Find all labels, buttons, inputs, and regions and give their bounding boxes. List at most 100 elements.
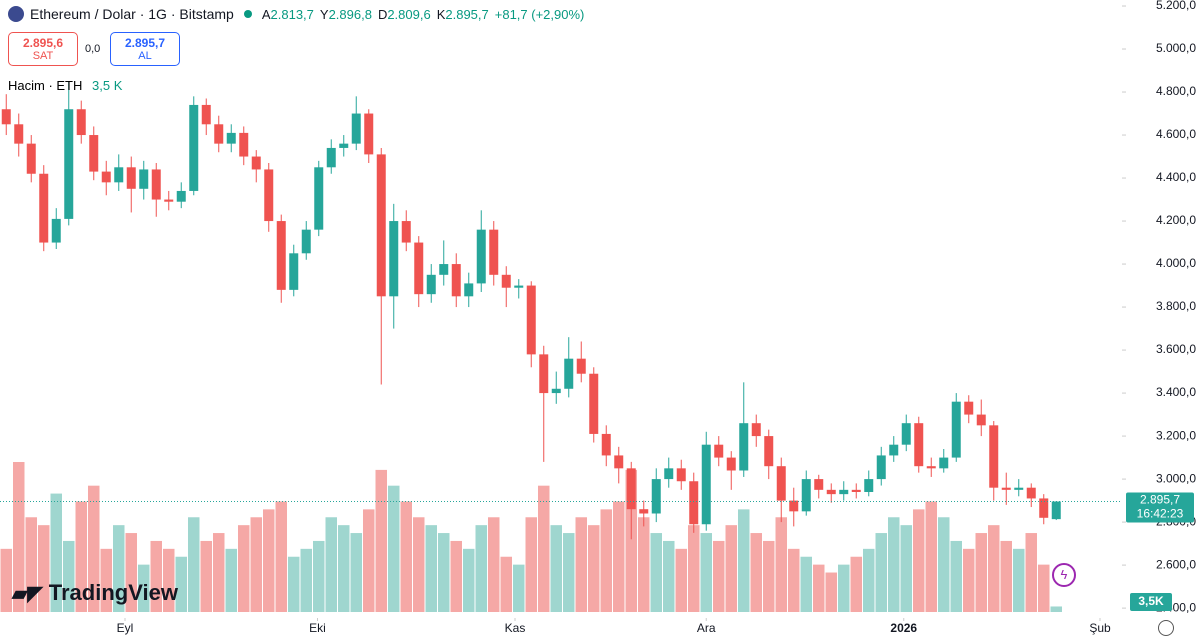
x-tick-label: Şub <box>1089 621 1111 635</box>
sell-label: SAT <box>32 50 54 62</box>
volume-bar <box>725 525 737 612</box>
volume-bar <box>538 485 550 612</box>
volume-bar <box>888 517 900 612</box>
ohlc-key: D <box>377 6 388 22</box>
volume-bar <box>1050 606 1062 612</box>
volume-bar <box>413 517 425 612</box>
candle-body <box>514 285 524 288</box>
buy-price: 2.895,7 <box>124 36 166 50</box>
candle-body <box>451 264 461 297</box>
volume-bar <box>1038 564 1050 612</box>
candle-body <box>401 221 411 243</box>
candle-body <box>326 147 336 168</box>
volume-legend: Hacim · ETH 3,5 K <box>8 78 122 93</box>
candle-body <box>289 253 299 290</box>
candle-body <box>376 154 386 297</box>
candle-body <box>851 489 861 492</box>
candle-body <box>239 132 249 157</box>
y-tick-label: 3.800,0 <box>1156 299 1196 313</box>
candle-body <box>701 444 711 525</box>
candle-body <box>476 229 486 284</box>
candle-body <box>776 466 786 501</box>
volume-bar <box>1025 533 1037 612</box>
volume-bar <box>988 525 1000 612</box>
y-tick-label: 4.200,0 <box>1156 213 1196 227</box>
volume-bar <box>700 533 712 612</box>
candle-body <box>901 423 911 445</box>
volume-bar <box>613 501 625 612</box>
settings-icon[interactable] <box>1158 620 1174 636</box>
candle-body <box>126 167 136 189</box>
candle-body <box>114 167 124 183</box>
volume-bar <box>825 572 837 612</box>
volume-bar <box>325 517 337 612</box>
volume-bar <box>150 540 162 612</box>
volume-bar <box>575 517 587 612</box>
candle-body <box>301 229 311 254</box>
volume-bar <box>963 548 975 612</box>
y-tick-label: 4.600,0 <box>1156 127 1196 141</box>
ohlc-key: Y <box>319 6 329 22</box>
y-tick-label: 5.200,0 <box>1156 0 1196 12</box>
volume-legend-value: 3,5 K <box>92 78 123 93</box>
volume-bar <box>625 469 637 612</box>
symbol-title[interactable]: Ethereum / Dolar · 1G · Bitstamp <box>30 6 234 22</box>
volume-bar <box>250 517 262 612</box>
y-tick-label: 5.000,0 <box>1156 41 1196 55</box>
volume-bar <box>750 533 762 612</box>
candle-body <box>651 479 661 514</box>
candle-body <box>826 489 836 495</box>
volume-bar <box>850 556 862 612</box>
candle-body <box>814 479 824 490</box>
candle-body <box>726 457 736 471</box>
logo: ▰◤ TradingView <box>12 580 178 606</box>
volume-bar <box>375 469 387 612</box>
ohlc-value: 2.895,7 <box>445 6 489 22</box>
candle-body <box>276 221 286 290</box>
volume-bar <box>913 509 925 612</box>
volume-bar <box>1000 540 1012 612</box>
candle-body <box>601 433 611 456</box>
last-volume-label: 3,5K <box>1138 594 1164 608</box>
volume-bar <box>300 548 312 612</box>
volume-bar <box>50 493 62 612</box>
candle-body <box>151 169 161 200</box>
candle-body <box>139 169 149 189</box>
candle-body <box>14 124 24 144</box>
volume-bar <box>125 533 137 612</box>
x-tick-label: 2026 <box>890 621 917 635</box>
candle-body <box>501 274 511 288</box>
candle-body <box>489 229 499 275</box>
volume-bar <box>75 501 87 612</box>
candle-body <box>439 264 449 275</box>
candle-body <box>864 479 874 492</box>
candle-body <box>989 425 999 488</box>
buy-button[interactable]: 2.895,7 AL <box>110 32 180 66</box>
volume-bar <box>675 548 687 612</box>
y-tick-label: 3.400,0 <box>1156 385 1196 399</box>
candle-body <box>926 466 936 469</box>
volume-bar <box>638 517 650 612</box>
candle-body <box>264 169 274 222</box>
volume-bar <box>900 525 912 612</box>
volume-bar <box>175 556 187 612</box>
volume-bar <box>738 509 750 612</box>
alert-icon[interactable]: ϟ <box>1052 563 1076 587</box>
volume-bar <box>763 540 775 612</box>
y-tick-label: 3.200,0 <box>1156 428 1196 442</box>
y-tick-label: 2.600,0 <box>1156 557 1196 571</box>
volume-bar <box>63 540 75 612</box>
volume-bar <box>350 533 362 612</box>
volume-bar <box>488 517 500 612</box>
sell-button[interactable]: 2.895,6 SAT <box>8 32 78 66</box>
volume-bar <box>875 533 887 612</box>
candle-body <box>226 132 236 144</box>
ohlc-key: K <box>436 6 446 22</box>
ohlc-value: 2.813,7 <box>270 6 314 22</box>
candle-body <box>414 242 424 295</box>
candle-body <box>351 113 361 144</box>
y-tick-label: 3.000,0 <box>1156 471 1196 485</box>
volume-bar <box>425 525 437 612</box>
